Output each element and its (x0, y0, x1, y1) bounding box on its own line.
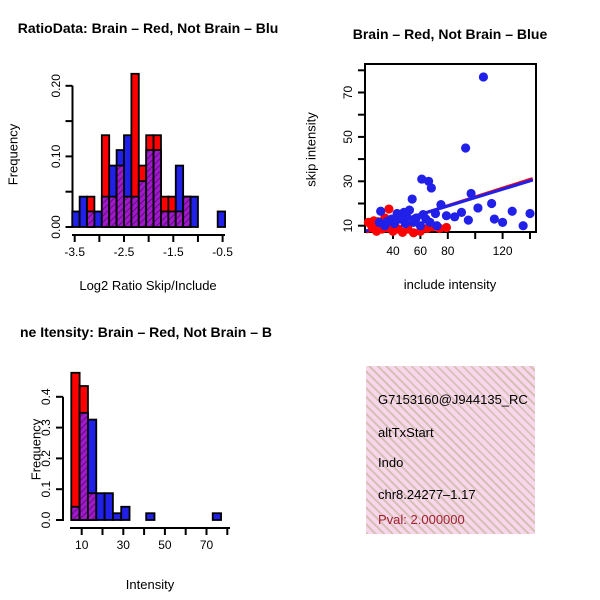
scatter-point-blue (518, 221, 528, 231)
hist-bar (93, 210, 103, 228)
hist-bar-overlap (174, 210, 185, 228)
gene-id-text: G7153160@J944135_RC (378, 392, 528, 407)
x-tick-label: 40 (386, 244, 400, 258)
scatter-point-blue (466, 188, 476, 199)
hist-ratio-xlabel: Log2 Ratio Skip/Include (79, 278, 217, 293)
hist-bar-overlap (100, 195, 111, 228)
hist-bar-overlap (145, 149, 155, 228)
scatter-point-blue (489, 214, 499, 224)
y-tick-label: 0.0 (39, 511, 53, 528)
hist-bar-overlap (130, 195, 140, 228)
hist-bar (103, 492, 114, 521)
x-tick-label: 50 (158, 538, 172, 552)
scatter-point-blue (402, 212, 412, 222)
hist-bar-overlap (87, 492, 98, 521)
scatter-intensity: 40 60 80 120 10 30 50 70 (341, 63, 537, 258)
x-tick-label: -0.5 (212, 245, 233, 259)
event-type-text: altTxStart (378, 425, 434, 440)
hist-bar-overlap (86, 210, 96, 228)
scatter-point-blue (441, 211, 452, 221)
x-tick-label: 80 (441, 244, 455, 258)
hist-bar-overlap (152, 149, 162, 228)
y-tick-label: 0.4 (39, 388, 53, 405)
x-tick-label: -1.5 (163, 245, 184, 259)
x-tick-label: -3.5 (64, 245, 85, 259)
hist-bar-overlap (167, 210, 177, 228)
hist-bar-overlap (160, 210, 170, 228)
hist-bar-overlap (108, 195, 118, 228)
hist-ratio-title: RatioData: Brain – Red, Not Brain – Blu (17, 20, 279, 36)
scatter-point-red (408, 228, 419, 238)
gene-symbol-text: Indo (378, 455, 404, 470)
y-tick-label: 70 (341, 86, 355, 100)
scatter-point-blue (436, 200, 446, 210)
hist-bar (145, 512, 156, 521)
x-tick-label: 10 (75, 538, 89, 552)
y-tick-label: 0.1 (39, 481, 53, 498)
x-tick-label: 60 (414, 244, 428, 258)
hist-bar (189, 195, 199, 228)
y-tick-label: 0.3 (39, 419, 53, 436)
hist-intensity-title: ne Itensity: Brain – Red, Not Brain – B (19, 324, 273, 340)
hist-bar (211, 512, 222, 521)
scatter-point-blue (525, 208, 535, 219)
pval-text: Pval: 2.000000 (378, 512, 465, 527)
hist-bar (70, 371, 81, 521)
hist-bar-overlap (123, 195, 133, 228)
scatter-point-blue (426, 183, 436, 193)
scatter-point-red (384, 204, 394, 214)
hist-bar-overlap (137, 180, 148, 228)
hist-bar-overlap (70, 505, 81, 521)
y-tick-label: 30 (341, 174, 355, 188)
hist-bar-overlap (78, 411, 89, 521)
x-tick-label: 120 (493, 244, 513, 258)
hist-bar (71, 210, 81, 228)
gene-info-box: G7153160@J944135_RC altTxStart Indo chr8… (366, 366, 535, 534)
y-tick-label: 0.00 (49, 215, 63, 239)
hist-bar (120, 505, 131, 521)
scatter-point-blue (498, 217, 508, 227)
scatter-point-blue (461, 143, 471, 153)
scatter-point-blue (463, 215, 473, 225)
y-tick-label: 0.20 (49, 74, 63, 98)
scatter-point-blue (478, 72, 489, 82)
hist-bar-overlap (115, 164, 125, 228)
scatter-point-blue (507, 206, 517, 216)
scatter-point-blue (407, 194, 417, 204)
hist-ratio: 0.00 0.10 0.20 -3.5 -2.5 -1.5 -0.5 (49, 72, 233, 259)
hist-intensity-xlabel: Intensity (125, 577, 175, 592)
y-tick-label: 0.2 (39, 450, 53, 467)
y-tick-label: 0.10 (49, 144, 63, 168)
scatter-point-blue (487, 198, 497, 209)
scatter-xlabel: include intensity (403, 277, 497, 292)
x-tick-label: 70 (200, 538, 214, 552)
scatter-title: Brain – Red, Not Brain – Blue (352, 26, 548, 42)
scatter-point-blue (411, 213, 421, 223)
hist-bar (78, 195, 88, 228)
hist-bar (95, 492, 106, 521)
hist-bar (112, 512, 123, 521)
y-tick-label: 10 (341, 219, 355, 233)
scatter-point-red (441, 222, 452, 233)
scatter-point-blue (456, 207, 467, 217)
y-tick-label: 50 (341, 130, 355, 144)
locus-text: chr8.24277–1.17 (378, 487, 476, 502)
scatter-point-blue (432, 221, 442, 231)
scatter-point-blue (425, 217, 435, 227)
x-tick-label: 30 (117, 538, 131, 552)
scatter-point-blue (376, 206, 386, 216)
hist-bar-overlap (182, 195, 192, 228)
scatter-point-blue (450, 212, 460, 222)
x-tick-label: -2.5 (114, 245, 135, 259)
scatter-point-blue (430, 208, 441, 219)
plot-box (364, 63, 537, 233)
scatter-point-blue (415, 221, 425, 231)
hist-intensity: 0.0 0.1 0.2 0.3 0.4 10 30 50 70 (39, 371, 230, 552)
scatter-point-blue (473, 203, 483, 213)
hist-bar (216, 210, 226, 228)
